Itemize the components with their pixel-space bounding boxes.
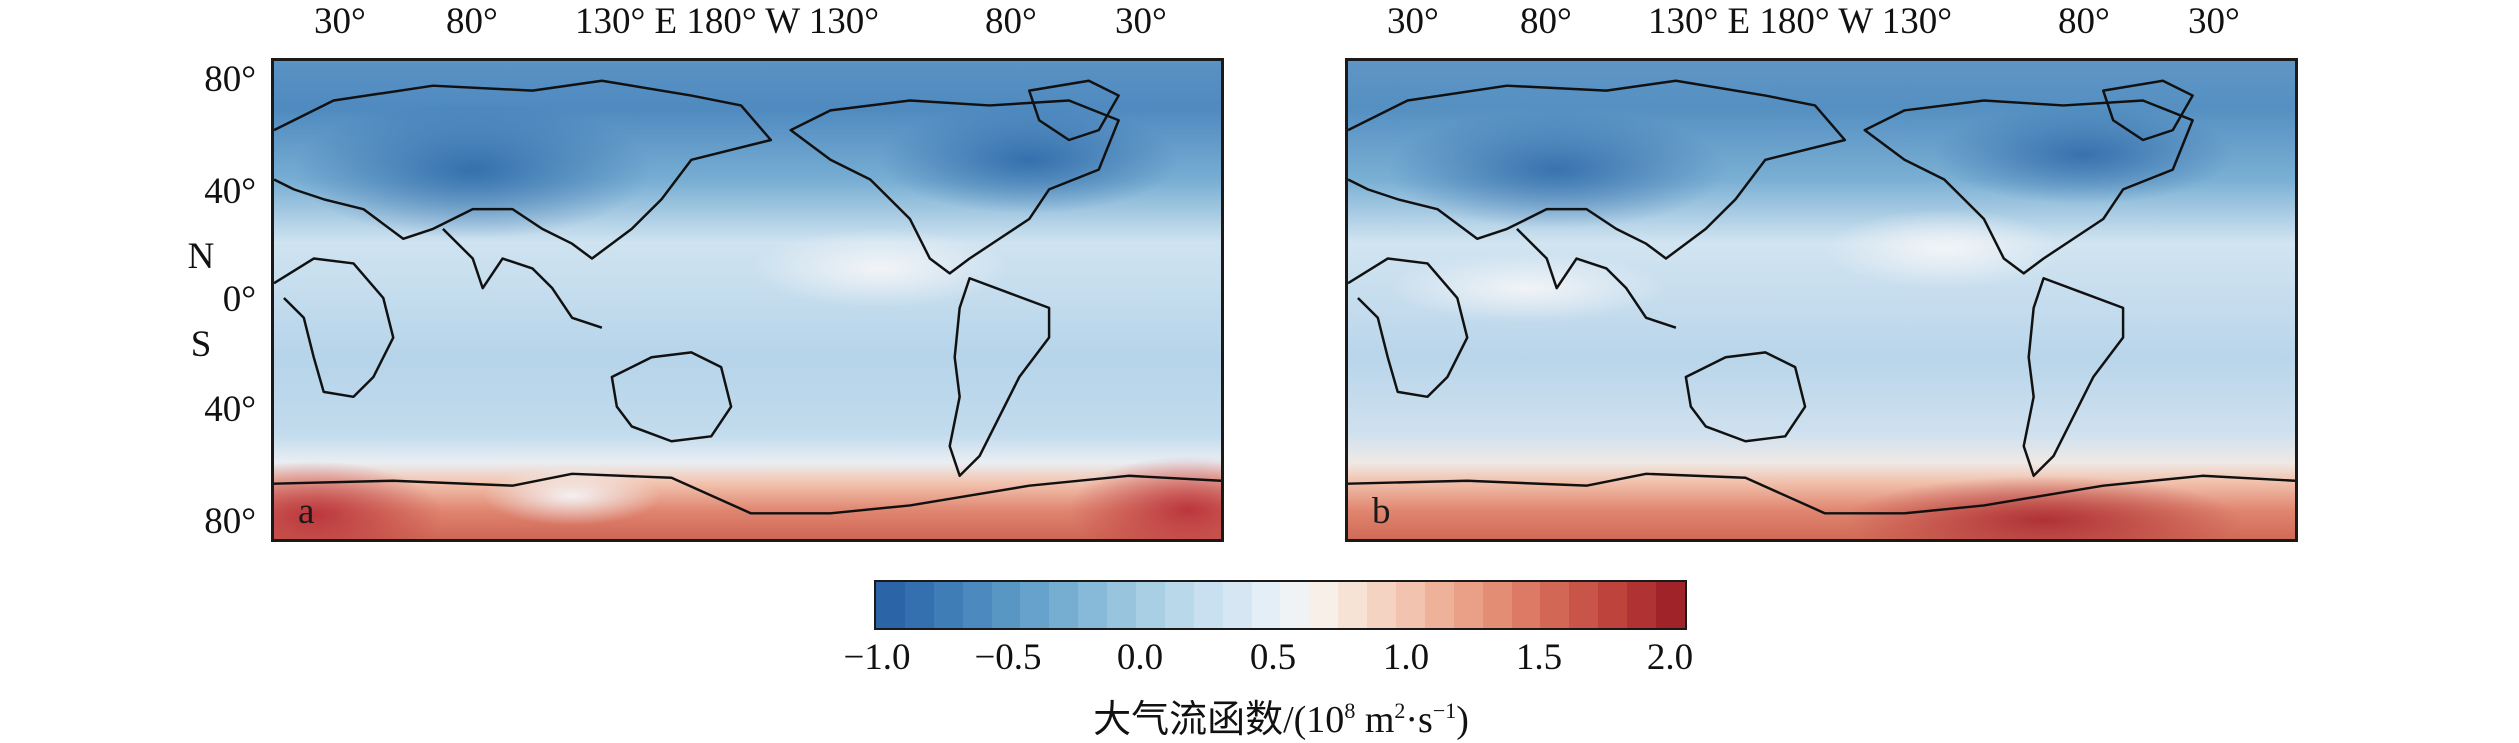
colorbar-segment [1164, 582, 1194, 628]
colorbar-segment [1569, 582, 1599, 628]
colorbar-segment [1656, 582, 1685, 628]
map-panel-a: a [271, 58, 1224, 542]
lon-label-center-b: 130° E 180° W 130° [1648, 1, 1953, 42]
colorbar-segment [1136, 582, 1165, 628]
lat-label-80n: 80° [204, 59, 256, 100]
lon-label-30e-b: 30° [1387, 1, 1439, 42]
colorbar-tick-neg1: −1.0 [843, 637, 911, 678]
lat-label-40s: 40° [204, 389, 256, 430]
lon-label-center: 130° E 180° W 130° [575, 1, 880, 42]
colorbar-segment [1482, 582, 1512, 628]
colorbar-segment [904, 582, 934, 628]
colorbar-segment [1453, 582, 1483, 628]
hemisphere-n-label: N [187, 236, 215, 277]
colorbar-segment [962, 582, 992, 628]
lon-label-80w: 80° [985, 1, 1037, 42]
colorbar-tick-2: 2.0 [1646, 637, 1694, 678]
hemisphere-s-label: S [190, 324, 212, 365]
panel-letter-a: a [298, 491, 315, 532]
colorbar-segment [876, 582, 905, 628]
lon-label-80w-b: 80° [2058, 1, 2110, 42]
lon-label-30w-b: 30° [2188, 1, 2240, 42]
lon-label-80e: 80° [446, 1, 498, 42]
colorbar-title: 大气流函数/(108 m2·s−1) [1093, 698, 1469, 741]
colorbar-tick-0: 0.0 [1116, 637, 1164, 678]
map-field-b [1348, 61, 2295, 539]
colorbar-segment [1424, 582, 1454, 628]
panel-letter-b: b [1372, 491, 1391, 532]
colorbar-tick-15: 1.5 [1515, 637, 1563, 678]
colorbar-segment [1049, 582, 1079, 628]
map-field-a [274, 61, 1221, 539]
lon-label-30e: 30° [314, 1, 366, 42]
colorbar-tick-neg05: −0.5 [974, 637, 1042, 678]
colorbar-segment [991, 582, 1021, 628]
colorbar-segment [1367, 582, 1397, 628]
lat-label-0: 0° [222, 279, 256, 320]
map-panel-b: b [1345, 58, 2298, 542]
colorbar-segment [1511, 582, 1541, 628]
colorbar [874, 580, 1687, 630]
colorbar-segment [1309, 582, 1339, 628]
colorbar-segment [1598, 582, 1628, 628]
lat-label-40n: 40° [204, 171, 256, 212]
colorbar-segment [1020, 582, 1050, 628]
colorbar-segment [1280, 582, 1310, 628]
colorbar-segment [1540, 582, 1570, 628]
colorbar-segment [1251, 582, 1281, 628]
colorbar-tick-1: 1.0 [1382, 637, 1430, 678]
colorbar-segment [1078, 582, 1108, 628]
colorbar-segment [1338, 582, 1368, 628]
colorbar-segment [1193, 582, 1223, 628]
colorbar-segment [1107, 582, 1137, 628]
lon-label-80e-b: 80° [1520, 1, 1572, 42]
colorbar-segment [1627, 582, 1657, 628]
lon-label-30w: 30° [1115, 1, 1167, 42]
colorbar-segment [933, 582, 963, 628]
lat-label-80s: 80° [204, 501, 256, 542]
colorbar-segment [1222, 582, 1252, 628]
colorbar-segment [1396, 582, 1425, 628]
colorbar-tick-05: 0.5 [1249, 637, 1297, 678]
